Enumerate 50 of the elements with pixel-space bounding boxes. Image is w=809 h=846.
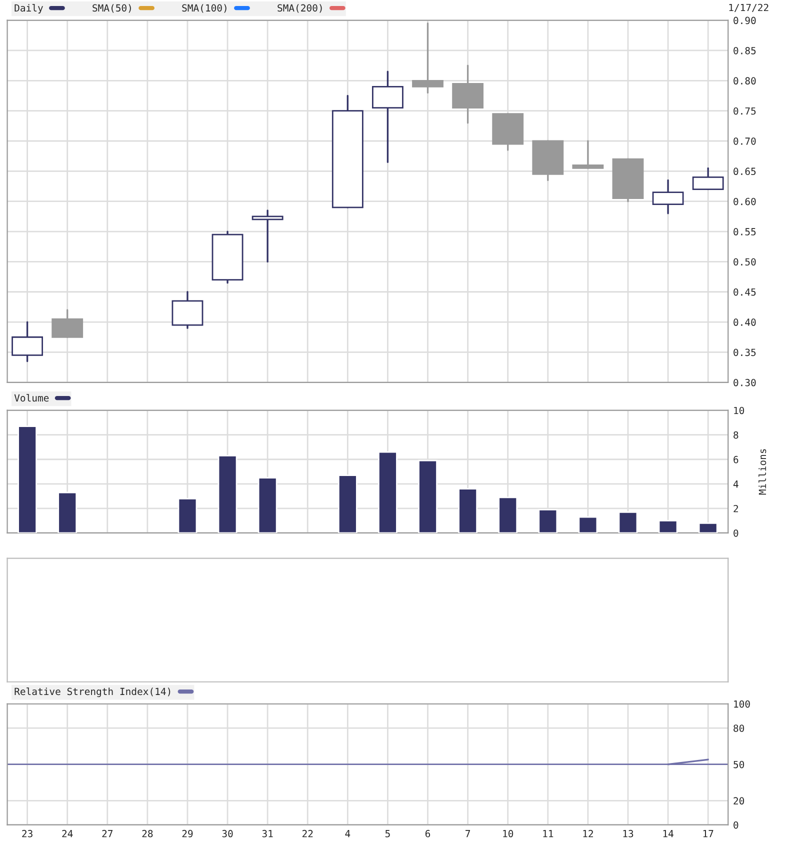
- y-tick-label: 0.35: [734, 348, 756, 356]
- y-tick-label: 100: [734, 700, 750, 708]
- y-tick-label: 0.65: [734, 168, 756, 176]
- y-tick-label: 2: [734, 504, 738, 512]
- y-tick-label: 0.40: [734, 318, 756, 326]
- x-tick-label: 12: [583, 830, 593, 838]
- y-tick-label: 80: [734, 724, 744, 732]
- y-tick-label: 0: [734, 821, 738, 829]
- x-tick-label: 23: [22, 830, 32, 838]
- x-tick-label: 22: [302, 830, 313, 838]
- y-tick-label: 0.45: [734, 288, 756, 296]
- text: 1/17/22: [729, 4, 768, 12]
- x-tick-label: 13: [623, 830, 634, 838]
- y-tick-label: 0.70: [734, 138, 756, 145]
- y-tick-label: 0.85: [734, 46, 756, 54]
- y-tick-label: 0.75: [734, 107, 756, 115]
- legend-label: SMA(50): [92, 4, 131, 13]
- x-tick-label: 7: [466, 830, 470, 838]
- x-tick-label: 30: [222, 830, 233, 838]
- y-tick-label: 0.55: [734, 228, 756, 236]
- y-tick-label: 0.50: [734, 258, 756, 266]
- legend-label: Relative Strength Index(14): [14, 688, 170, 698]
- y-axis-title: Millions: [758, 449, 766, 495]
- y-tick-label: 4: [733, 480, 738, 488]
- y-tick-label: 0: [734, 529, 738, 537]
- y-tick-label: 0.60: [734, 198, 756, 206]
- y-tick-label: 0.30: [734, 378, 756, 386]
- x-tick-label: 31: [262, 830, 273, 838]
- x-tick-label: 29: [182, 830, 193, 838]
- y-tick-label: 8: [734, 431, 738, 439]
- x-tick-label: 14: [663, 830, 674, 838]
- y-tick-label: 6: [734, 456, 738, 464]
- y-tick-label: 50: [734, 760, 744, 768]
- legend-label: SMA(100): [182, 4, 226, 13]
- y-tick-label: 0.90: [734, 16, 756, 24]
- x-tick-label: 24: [62, 830, 73, 838]
- x-tick-label: 6: [425, 830, 430, 838]
- x-tick-label: 10: [503, 830, 514, 838]
- legend-label: SMA(200): [278, 4, 322, 13]
- x-tick-label: 27: [102, 830, 113, 838]
- y-tick-label: 0.80: [734, 77, 756, 85]
- x-tick-label: 4: [345, 830, 350, 838]
- legend-label: Daily: [14, 4, 43, 14]
- x-tick-label: 17: [703, 830, 714, 838]
- x-tick-label: 11: [543, 830, 554, 838]
- y-tick-label: 20: [734, 797, 744, 805]
- x-tick-label: 5: [385, 830, 390, 838]
- legend-label: Volume: [14, 394, 49, 402]
- x-tick-label: 28: [142, 830, 153, 838]
- y-tick-label: 10: [734, 406, 744, 414]
